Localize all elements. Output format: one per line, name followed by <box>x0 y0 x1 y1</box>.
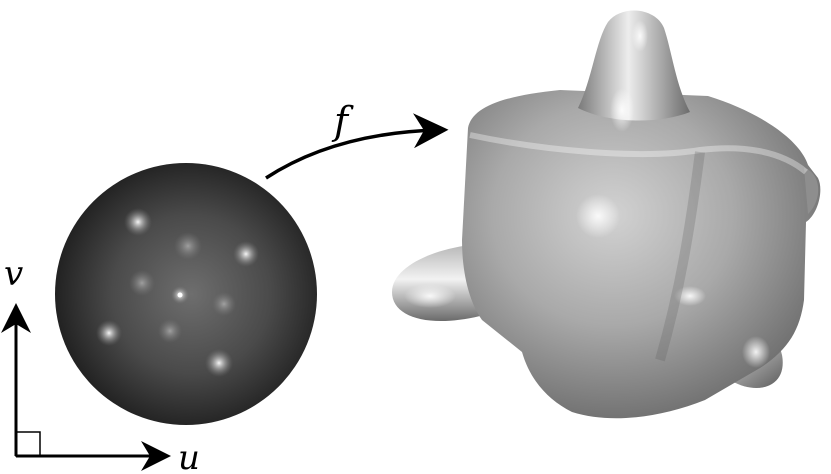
map-label-f: f <box>331 99 354 143</box>
mapping-arrow <box>265 113 449 180</box>
right-angle-marker <box>15 431 41 457</box>
parameter-disk <box>55 163 317 425</box>
mapped-surface <box>392 10 821 419</box>
u-axis-label: u <box>178 438 200 474</box>
v-axis-label: v <box>4 254 23 294</box>
uv-axes <box>0 303 171 471</box>
